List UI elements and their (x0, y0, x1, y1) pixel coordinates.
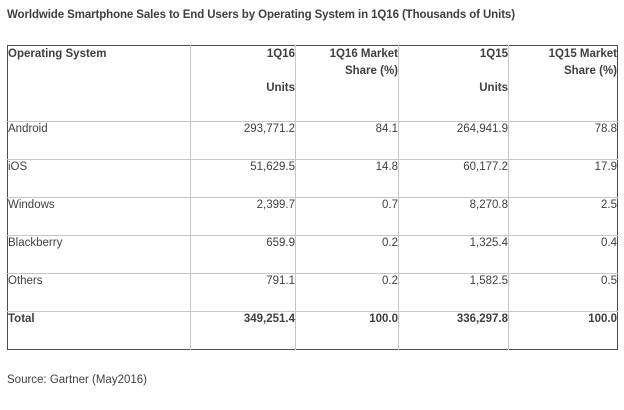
column-header-line2: Units (266, 82, 295, 94)
column-header-spacer (191, 63, 295, 80)
cell-share-1q15: 17.9 (508, 159, 618, 198)
table-row: Windows 2,399.7 0.7 8,270.8 2.5 (7, 197, 618, 236)
smartphone-sales-table: Operating System 1Q16 Units 1Q16 Market … (7, 45, 618, 350)
column-header-1q15-units: 1Q15 Units (398, 45, 509, 122)
cell-os: Android (7, 121, 191, 160)
column-header-operating-system: Operating System (7, 45, 191, 122)
cell-units-1q15: 1,582.5 (398, 273, 509, 312)
cell-units-1q16: 791.1 (190, 273, 296, 312)
source-note: Source: Gartner (May2016) (7, 374, 147, 386)
cell-total-units-1q15: 336,297.8 (398, 311, 509, 350)
table-row: iOS 51,629.5 14.8 60,177.2 17.9 (7, 159, 618, 198)
cell-share-1q15: 0.5 (508, 273, 618, 312)
cell-os: iOS (7, 159, 191, 198)
cell-os: Windows (7, 197, 191, 236)
page-title: Worldwide Smartphone Sales to End Users … (7, 9, 515, 21)
cell-share-1q16: 0.2 (295, 235, 399, 274)
cell-share-1q16: 0.2 (295, 273, 399, 312)
column-header-1q16-market-share: 1Q16 Market Share (%) (295, 45, 399, 122)
cell-units-1q16: 659.9 (190, 235, 296, 274)
table-total-row: Total 349,251.4 100.0 336,297.8 100.0 (7, 311, 618, 350)
table-row: Blackberry 659.9 0.2 1,325.4 0.4 (7, 235, 618, 274)
column-header-line1: 1Q16 Market (329, 48, 398, 60)
cell-units-1q15: 264,941.9 (398, 121, 509, 160)
cell-share-1q15: 2.5 (508, 197, 618, 236)
cell-total-share-1q16: 100.0 (295, 311, 399, 350)
cell-units-1q16: 2,399.7 (190, 197, 296, 236)
cell-os: Others (7, 273, 191, 312)
cell-total-units-1q16: 349,251.4 (190, 311, 296, 350)
column-header-line1: 1Q15 Market (548, 48, 617, 60)
cell-os: Blackberry (7, 235, 191, 274)
table-body: Android 293,771.2 84.1 264,941.9 78.8 iO… (7, 121, 618, 350)
cell-share-1q16: 0.7 (295, 197, 399, 236)
cell-share-1q15: 0.4 (508, 235, 618, 274)
cell-units-1q15: 60,177.2 (398, 159, 509, 198)
column-header-1q16-units: 1Q16 Units (190, 45, 296, 122)
column-header-spacer (399, 63, 508, 80)
cell-units-1q15: 1,325.4 (398, 235, 509, 274)
cell-total-label: Total (7, 311, 191, 350)
cell-share-1q16: 14.8 (295, 159, 399, 198)
cell-total-share-1q15: 100.0 (508, 311, 618, 350)
column-header-line1: 1Q15 (479, 48, 508, 60)
table-row: Others 791.1 0.2 1,582.5 0.5 (7, 273, 618, 312)
cell-share-1q16: 84.1 (295, 121, 399, 160)
table-row: Android 293,771.2 84.1 264,941.9 78.8 (7, 121, 618, 160)
table-header: Operating System 1Q16 Units 1Q16 Market … (7, 45, 618, 122)
cell-share-1q15: 78.8 (508, 121, 618, 160)
column-header-1q15-market-share: 1Q15 Market Share (%) (508, 45, 618, 122)
table-header-row: Operating System 1Q16 Units 1Q16 Market … (7, 45, 618, 122)
column-header-line1: Operating System (8, 48, 107, 60)
cell-units-1q16: 293,771.2 (190, 121, 296, 160)
column-header-line2: Share (%) (563, 65, 617, 77)
cell-units-1q15: 8,270.8 (398, 197, 509, 236)
column-header-line2: Units (479, 82, 508, 94)
column-header-line1: 1Q16 (266, 48, 295, 60)
cell-units-1q16: 51,629.5 (190, 159, 296, 198)
column-header-line2: Share (%) (344, 65, 398, 77)
